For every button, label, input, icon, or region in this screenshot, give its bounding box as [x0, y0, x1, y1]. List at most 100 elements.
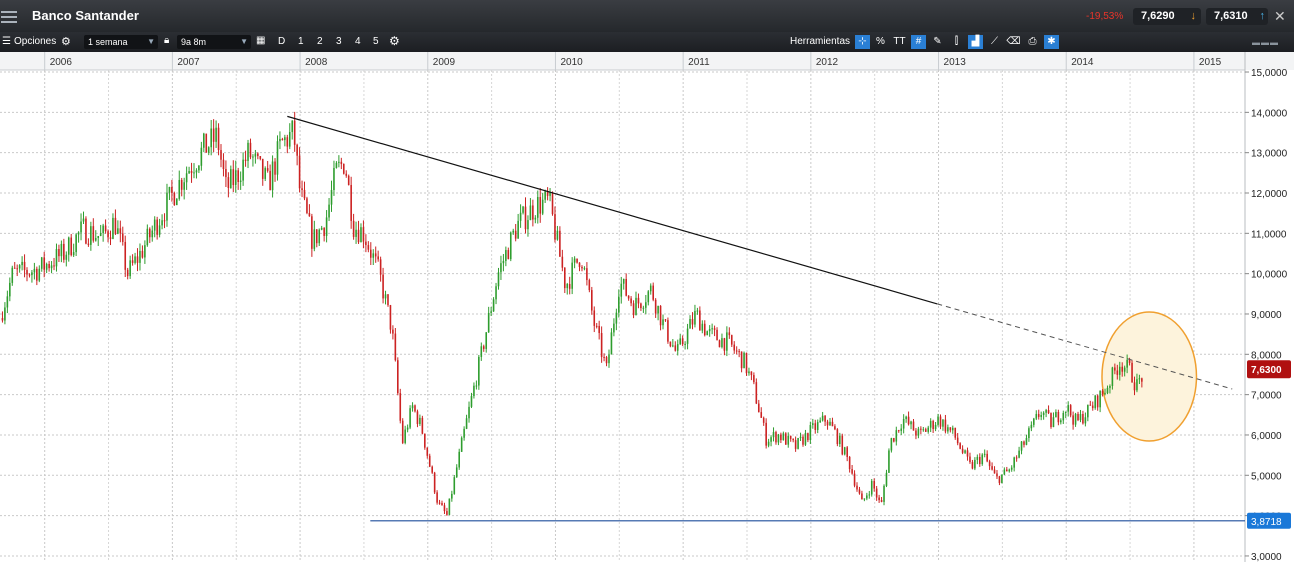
candle-down: [630, 298, 632, 304]
candle-down: [347, 175, 350, 186]
candle-up: [207, 147, 210, 153]
candle-down: [703, 323, 706, 336]
trendline-extension: [937, 303, 1233, 390]
candle-up: [519, 212, 522, 221]
candle-up: [799, 436, 802, 439]
buy-price-value: 7,6310: [1214, 10, 1248, 22]
candle-up: [676, 344, 679, 351]
calendar-icon[interactable]: ▦: [256, 35, 266, 46]
print-icon[interactable]: ⎙: [1028, 36, 1037, 47]
candle-up: [338, 161, 340, 163]
candle-up: [487, 312, 490, 333]
candle-up: [1094, 395, 1097, 409]
range-select[interactable]: 9a 8m ▼: [177, 35, 251, 49]
candle-up: [188, 171, 190, 174]
candle-down: [23, 261, 26, 270]
candle-down: [109, 237, 112, 239]
y-tick-label: 5,0000: [1251, 471, 1282, 482]
candle-up: [684, 343, 686, 345]
candle-up: [863, 498, 866, 500]
candle-up: [866, 495, 868, 499]
candle-up: [185, 173, 188, 183]
candle-up: [1030, 424, 1033, 429]
tools-label: Herramientas: [790, 36, 851, 47]
candle-down: [296, 144, 298, 156]
candle-down: [944, 419, 947, 432]
candle-down: [1128, 359, 1131, 363]
candle-down: [846, 447, 848, 457]
candle-down: [738, 351, 740, 353]
y-tick-label: 3,0000: [1251, 552, 1282, 562]
candle-up: [679, 338, 682, 345]
candle-up: [947, 427, 949, 432]
options-label[interactable]: Opciones: [14, 36, 57, 47]
candle-up: [134, 256, 136, 263]
grid-icon[interactable]: #: [911, 35, 926, 49]
pencil-icon[interactable]: ✎: [933, 36, 942, 47]
day-button[interactable]: D: [278, 36, 286, 47]
window-controls-icon[interactable]: ▬▬▬: [1252, 38, 1279, 47]
candle-up: [782, 433, 785, 441]
crosshair-icon[interactable]: ⊹: [855, 35, 870, 49]
gear-icon[interactable]: ⚙: [61, 36, 71, 48]
preset-2-button[interactable]: 2: [317, 36, 323, 47]
candle-down: [87, 243, 90, 245]
candle-up: [210, 128, 212, 148]
candle-down: [424, 433, 426, 448]
price-badges: 7,6300 3,8718: [1247, 360, 1291, 529]
settings-icon[interactable]: ✱: [1044, 35, 1059, 49]
lock-icon[interactable]: 🔒︎: [164, 35, 170, 46]
candle-down: [190, 171, 193, 174]
candle-up: [1020, 441, 1023, 451]
options-icon[interactable]: ☰: [2, 36, 11, 47]
candle-down: [539, 196, 542, 214]
close-icon[interactable]: ✕: [1274, 8, 1286, 24]
candle-down: [591, 290, 593, 311]
candle-up: [662, 319, 664, 326]
preset-3-button[interactable]: 3: [336, 36, 342, 47]
x-tick-label: 2007: [177, 57, 200, 68]
candle-down: [858, 489, 861, 494]
buy-price-button[interactable]: 7,6310 ↑: [1206, 8, 1268, 25]
period-select[interactable]: 1 semana ▼: [84, 35, 158, 49]
candle-up: [922, 429, 925, 431]
candle-icon[interactable]: ⫿: [954, 36, 959, 47]
candle-up: [320, 227, 323, 230]
eraser-icon[interactable]: ⌫: [1006, 36, 1021, 47]
candle-down: [261, 158, 264, 179]
candle-down: [1, 318, 4, 321]
candle-down: [433, 472, 436, 493]
candle-up: [797, 438, 799, 449]
candle-up: [787, 435, 790, 445]
y-tick-label: 9,0000: [1251, 310, 1282, 321]
line-tool-icon[interactable]: ⟋: [991, 36, 998, 47]
preset-4-button[interactable]: 4: [355, 36, 361, 47]
candle-down: [377, 256, 379, 260]
sell-price-button[interactable]: 7,6290 ↓: [1133, 8, 1201, 25]
preset-1-button[interactable]: 1: [298, 36, 304, 47]
candle-down: [114, 217, 117, 234]
candle-down: [237, 170, 239, 183]
menu-icon[interactable]: [0, 8, 18, 24]
x-tick-label: 2008: [305, 57, 328, 68]
candle-down: [507, 250, 510, 260]
candle-up: [313, 229, 316, 249]
candle-up: [497, 272, 500, 287]
candle-down: [762, 417, 765, 423]
time-axis-band: [0, 52, 1294, 70]
chart-type-icon[interactable]: ▟: [968, 35, 983, 49]
candle-up: [500, 263, 502, 273]
candle-up: [1028, 428, 1030, 439]
candle-down: [257, 153, 259, 157]
chart-settings-icon[interactable]: ⚙: [389, 34, 400, 48]
candle-up: [708, 329, 711, 332]
chart-background: [0, 52, 1294, 562]
instrument-title: Banco Santander: [32, 8, 139, 23]
price-chart[interactable]: 2006 2007 2008 2009 2010 2011 2012 2013 2014 2015…: [0, 52, 1294, 562]
candle-up: [242, 159, 244, 181]
preset-5-button[interactable]: 5: [373, 36, 379, 47]
candle-up: [1003, 469, 1006, 475]
text-tool-button[interactable]: TT: [893, 36, 906, 47]
candle-down: [789, 435, 792, 439]
percent-button[interactable]: %: [876, 36, 885, 47]
